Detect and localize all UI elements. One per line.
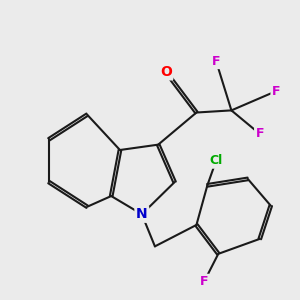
Text: F: F [256, 128, 264, 140]
Text: F: F [200, 275, 208, 288]
Text: F: F [212, 55, 220, 68]
Text: Cl: Cl [209, 154, 223, 167]
Text: N: N [136, 207, 148, 221]
Text: O: O [160, 65, 172, 79]
Text: F: F [272, 85, 280, 98]
